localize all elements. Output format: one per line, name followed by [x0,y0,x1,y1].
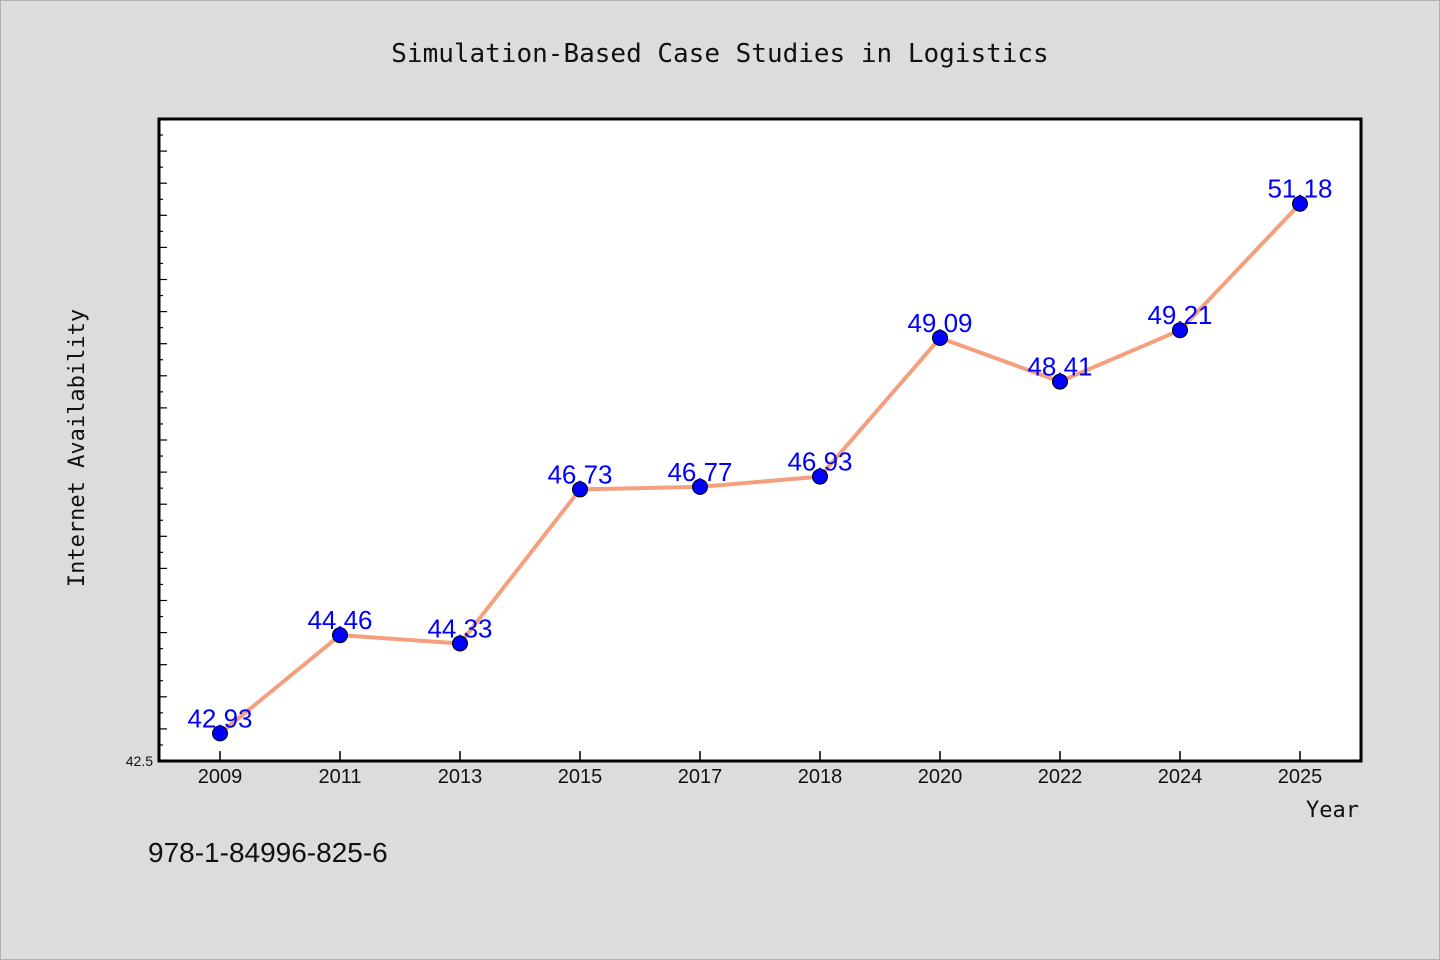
x-tick-label: 2015 [558,766,603,788]
y-axis-ticks [159,118,167,762]
data-point [572,481,588,498]
data-point [332,627,348,644]
data-point [812,468,828,485]
plot-area [157,117,1363,763]
x-tick-label: 2017 [678,766,723,788]
data-label: 46.77 [667,457,732,487]
x-tick-label: 2011 [318,766,361,788]
data-label: 49.21 [1147,300,1212,330]
x-axis-ticks: 2009 2011 2013 2015 2017 2018 2020 2022 2024 2025 [198,751,1323,788]
data-point [212,725,228,742]
data-point [932,329,948,346]
data-point [1052,373,1068,390]
x-tick-label: 2022 [1038,766,1083,788]
y-axis-label: Internet Availability [65,309,90,587]
x-tick-label: 2024 [1158,766,1203,788]
data-label: 42.93 [187,703,252,733]
data-label: 46.93 [787,447,852,477]
data-label: 44.33 [427,614,492,644]
x-tick-label: 2020 [918,766,963,788]
data-point [452,635,468,652]
x-tick-label: 2025 [1278,766,1323,788]
x-axis-label: Year [1306,798,1359,823]
data-label: 44.46 [307,605,372,635]
data-label: 51.18 [1267,174,1332,204]
y-tick-label-min: 42.5 [126,753,153,769]
chart-title: Simulation-Based Case Studies in Logisti… [391,39,1048,69]
data-point [692,478,708,495]
data-point [1292,195,1308,212]
data-label: 48.41 [1027,352,1092,382]
series-line [218,201,1302,736]
data-label: 46.73 [547,459,612,489]
series-group: 42.93 44.46 44.33 46.73 46.77 46.93 49.09 48.41… [187,174,1333,742]
x-tick-label: 2009 [198,766,243,788]
x-tick-label: 2013 [438,766,483,788]
isbn-text: 978-1-84996-825-6 [148,837,388,868]
data-point [1172,322,1188,339]
x-tick-label: 2018 [798,766,843,788]
data-label: 49.09 [907,308,972,338]
